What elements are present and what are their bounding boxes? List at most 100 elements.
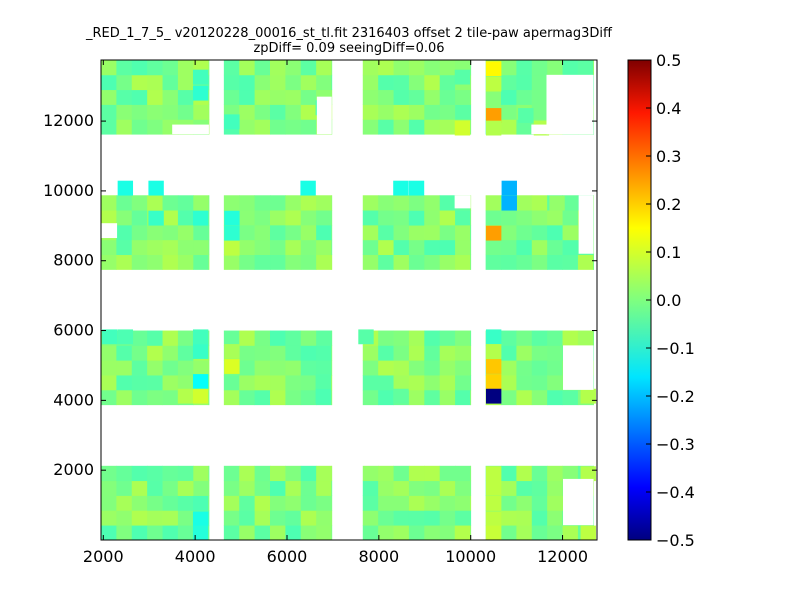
heatmap-cell: [208, 345, 210, 361]
heatmap-cell: [593, 119, 594, 135]
heatmap-cell: [547, 239, 563, 256]
heatmap-cell: [101, 254, 117, 270]
heatmap-cell: [162, 74, 179, 91]
heatmap-cell: [485, 89, 502, 105]
heatmap-cell: [424, 375, 441, 391]
heatmap-cell: [531, 104, 548, 120]
heatmap-cell: [331, 389, 333, 406]
heatmap-cell: [316, 254, 332, 270]
heatmap-cell: [378, 195, 394, 211]
heatmap-cell: [593, 224, 594, 241]
heatmap-cell: [470, 89, 472, 105]
heatmap-cell: [131, 465, 148, 482]
heatmap-cell: [239, 389, 256, 406]
heatmap-cell: [285, 330, 302, 346]
heatmap-cell: [424, 60, 441, 76]
heatmap-cell: [116, 525, 133, 540]
heatmap-cell: [101, 195, 117, 211]
heatmap-cell: [223, 525, 240, 540]
empty-region: [316, 96, 332, 135]
heatmap-cell: [439, 74, 456, 91]
heatmap-cell: [393, 60, 410, 76]
heatmap-cell: [577, 330, 594, 346]
heatmap-cell: [177, 210, 194, 226]
heatmap-cell: [316, 210, 332, 226]
heatmap-cell: [485, 480, 502, 496]
heatmap-cell: [424, 74, 441, 91]
colorbar-tick-label: −0.5: [656, 531, 695, 550]
heatmap-cell: [593, 375, 594, 391]
heatmap-cell: [393, 119, 410, 135]
heatmap-cell: [116, 195, 133, 211]
heatmap-cell: [516, 465, 533, 482]
heatmap-cell: [116, 495, 133, 511]
heatmap-cell: [285, 74, 302, 91]
heatmap-cell: [300, 480, 317, 496]
heatmap-cell: [148, 210, 164, 226]
heatmap-cell: [393, 465, 410, 482]
heatmap-cell: [300, 510, 317, 526]
heatmap-cell: [285, 495, 302, 511]
heatmap-cell: [208, 495, 210, 511]
heatmap-cell: [116, 89, 133, 105]
heatmap-cell: [177, 360, 194, 376]
heatmap-cell: [300, 195, 317, 211]
heatmap-cell: [193, 480, 210, 496]
heatmap-cell: [116, 375, 133, 391]
heatmap-cell: [362, 104, 379, 120]
heatmap-cell: [485, 388, 502, 404]
heatmap-cell: [455, 375, 471, 391]
heatmap-cell: [270, 389, 286, 406]
heatmap-cell: [116, 360, 133, 376]
heatmap-cell: [208, 480, 210, 496]
heatmap-cell: [577, 254, 594, 270]
heatmap-cell: [470, 330, 472, 346]
colorbar-tick-label: 0.0: [656, 291, 681, 310]
heatmap-cell: [424, 224, 441, 241]
heatmap-cell: [254, 89, 271, 105]
heatmap-cell: [562, 60, 579, 76]
heatmap-cell: [531, 495, 548, 511]
heatmap-cell: [439, 119, 456, 135]
heatmap-cell: [223, 330, 240, 346]
heatmap-cell: [177, 224, 194, 241]
heatmap-cell: [547, 360, 563, 376]
colorbar-tick-label: 0.4: [656, 99, 681, 118]
heatmap-cell: [331, 74, 333, 91]
heatmap-cell: [378, 224, 394, 241]
heatmap-cell: [223, 89, 240, 105]
heatmap-cell: [593, 254, 594, 270]
heatmap-cell: [593, 360, 594, 376]
heatmap-cell: [254, 119, 271, 135]
heatmap-cell: [147, 239, 163, 256]
heatmap-cell: [162, 195, 179, 211]
heatmap-cell: [501, 60, 517, 76]
heatmap-cell: [455, 360, 471, 376]
heatmap-cell: [192, 388, 209, 404]
heatmap-cell: [147, 330, 163, 346]
heatmap-cell: [193, 360, 210, 376]
heatmap-cell: [501, 89, 517, 105]
heatmap-cell: [162, 360, 179, 376]
heatmap-cell: [562, 465, 579, 482]
heatmap-cell: [470, 465, 472, 482]
heatmap-cell: [331, 375, 333, 391]
heatmap-cell: [316, 239, 332, 256]
heatmap-cell: [531, 195, 548, 211]
heatmap-cell: [516, 345, 533, 361]
heatmap-cell: [300, 119, 317, 135]
heatmap-cell: [393, 180, 409, 196]
heatmap-cell: [424, 254, 441, 270]
heatmap-cell: [516, 210, 533, 226]
heatmap-cell: [393, 210, 410, 226]
heatmap-cell: [408, 180, 425, 196]
heatmap-cell: [439, 224, 456, 241]
heatmap-cell: [470, 239, 472, 256]
heatmap-cell: [501, 104, 517, 120]
heatmap-cell: [439, 195, 456, 211]
heatmap-cell: [362, 119, 379, 135]
y-tick-label: 8000: [53, 251, 94, 270]
heatmap-cell: [208, 195, 210, 211]
heatmap-cell: [239, 330, 256, 346]
heatmap-cell: [547, 224, 563, 241]
